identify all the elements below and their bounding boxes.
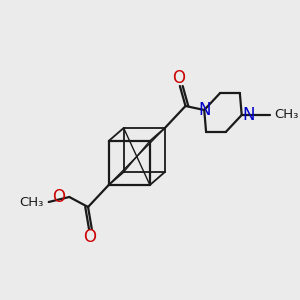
Text: CH₃: CH₃ — [274, 109, 299, 122]
Text: N: N — [198, 101, 211, 119]
Text: O: O — [172, 69, 185, 87]
Text: N: N — [242, 106, 254, 124]
Text: O: O — [83, 228, 96, 246]
Text: O: O — [52, 188, 64, 206]
Text: CH₃: CH₃ — [20, 196, 44, 208]
